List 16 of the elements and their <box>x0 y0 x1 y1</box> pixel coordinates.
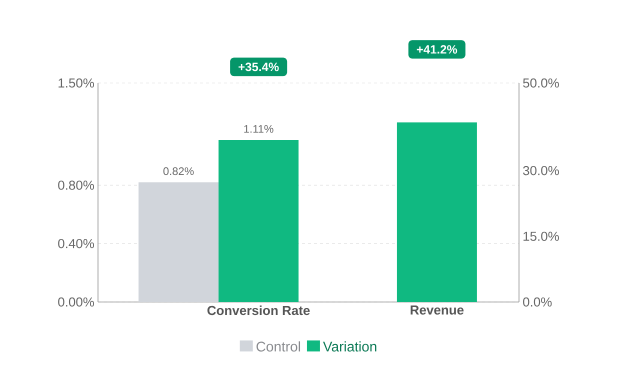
y-tick-label: 0.40% <box>58 238 94 248</box>
y2-tick-label: 50.0% <box>523 78 559 88</box>
y2-tick-label: 0.0% <box>523 297 552 307</box>
x-tick-label: Revenue <box>410 306 464 315</box>
text: +41.2% <box>416 45 458 54</box>
y-tick-label: 0.00% <box>58 297 94 307</box>
legend-label: Control <box>256 341 300 352</box>
data-label: 1.11% <box>244 125 274 133</box>
legend-label: Variation <box>323 341 376 352</box>
data-label: 0.82% <box>163 167 194 176</box>
y2-tick-label: 30.0% <box>523 166 559 176</box>
text: +35.4% <box>238 62 279 72</box>
y-tick-label: 0.80% <box>58 180 94 190</box>
y-tick-label: 1.50% <box>58 78 94 88</box>
x-tick-label: Conversion Rate <box>207 306 310 316</box>
y2-tick-label: 15.0% <box>524 232 559 241</box>
